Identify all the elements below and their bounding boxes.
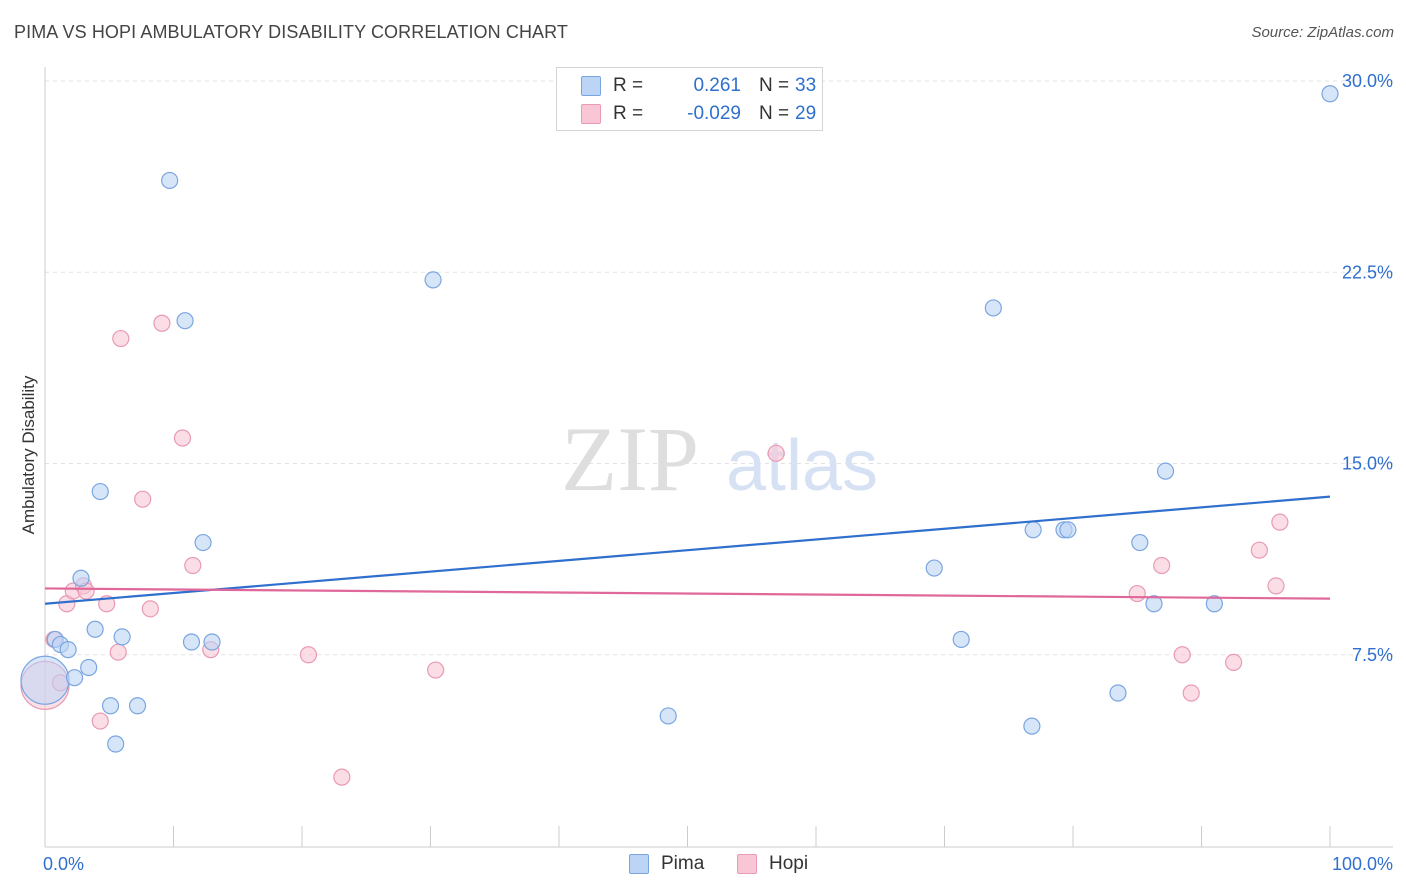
hopi-n-value: 29 bbox=[795, 103, 817, 124]
n-label: N = bbox=[759, 103, 790, 124]
hopi-trend-line bbox=[44, 587, 1331, 600]
pima-point bbox=[203, 633, 221, 651]
watermark-zip: ZIP bbox=[561, 408, 699, 510]
y-tick-label: 7.5% bbox=[1352, 645, 1393, 665]
hopi-point bbox=[1128, 584, 1146, 603]
axes bbox=[44, 67, 1393, 848]
pima-swatch bbox=[581, 76, 601, 96]
pima-n-value: 33 bbox=[795, 75, 817, 96]
pima-point bbox=[424, 271, 442, 289]
x-tick-label: 0.0% bbox=[43, 854, 84, 874]
pima-legend-label: Pima bbox=[661, 853, 705, 874]
pima-point bbox=[182, 633, 201, 651]
pima-point bbox=[194, 533, 212, 552]
tick-labels: 7.5% 15.0% 22.5% 30.0% 0.0% 100.0% bbox=[43, 71, 1393, 874]
y-axis-label: Ambulatory Disability bbox=[19, 375, 38, 534]
pima-r-value: 0.261 bbox=[693, 75, 741, 96]
pima-point bbox=[20, 655, 70, 705]
data-points bbox=[20, 85, 1339, 786]
stats-legend: R = 0.261 N = 33 R = -0.029 N = 29 bbox=[556, 67, 823, 131]
pima-point bbox=[1205, 595, 1223, 613]
hopi-point bbox=[333, 768, 351, 786]
hopi-point bbox=[767, 444, 785, 462]
pima-point bbox=[1145, 595, 1163, 613]
hopi-point bbox=[1271, 513, 1289, 531]
hopi-point bbox=[1250, 541, 1268, 559]
hopi-point bbox=[173, 429, 192, 447]
watermark: ZIP atlas bbox=[561, 408, 878, 510]
pima-point bbox=[161, 171, 179, 190]
pima-legend-swatch bbox=[629, 854, 649, 874]
grid-lines bbox=[45, 80, 1393, 656]
hopi-point bbox=[153, 314, 171, 332]
pima-point bbox=[1109, 684, 1127, 702]
pima-point bbox=[80, 658, 98, 677]
pima-point bbox=[59, 641, 77, 659]
pima-point bbox=[1059, 521, 1077, 539]
hopi-point bbox=[299, 646, 318, 664]
hopi-point bbox=[112, 329, 130, 348]
watermark-atlas: atlas bbox=[726, 426, 878, 506]
pima-point bbox=[984, 299, 1002, 317]
n-label: N = bbox=[759, 75, 790, 96]
pima-point bbox=[86, 620, 104, 638]
y-tick-label: 15.0% bbox=[1342, 454, 1393, 474]
trend-lines bbox=[44, 495, 1331, 605]
r-label: R = bbox=[613, 75, 644, 96]
y-tick-label: 22.5% bbox=[1342, 262, 1393, 282]
pima-point bbox=[107, 735, 125, 753]
pima-point bbox=[176, 312, 194, 330]
pima-point bbox=[113, 628, 131, 646]
hopi-legend-label: Hopi bbox=[769, 853, 809, 874]
pima-point bbox=[128, 697, 147, 715]
pima-point bbox=[1131, 533, 1149, 552]
hopi-point bbox=[91, 712, 109, 730]
hopi-point bbox=[1182, 684, 1200, 702]
pima-point bbox=[1023, 717, 1041, 735]
hopi-point bbox=[134, 490, 152, 508]
pima-point bbox=[91, 482, 109, 501]
hopi-point bbox=[1173, 646, 1191, 664]
pima-point bbox=[72, 569, 90, 587]
hopi-point bbox=[184, 556, 202, 575]
chart-title: PIMA VS HOPI AMBULATORY DISABILITY CORRE… bbox=[14, 22, 569, 42]
pima-point bbox=[659, 707, 677, 725]
r-label: R = bbox=[613, 103, 644, 124]
hopi-swatch bbox=[581, 104, 601, 124]
pima-point bbox=[1156, 462, 1175, 480]
pima-point bbox=[65, 669, 84, 687]
hopi-point bbox=[1153, 556, 1171, 575]
pima-point bbox=[1024, 521, 1042, 539]
hopi-point bbox=[109, 643, 127, 661]
pima-point bbox=[925, 559, 943, 577]
pima-point bbox=[1321, 85, 1339, 103]
pima-trend-line bbox=[44, 495, 1331, 605]
hopi-point bbox=[141, 600, 159, 618]
hopi-point bbox=[1267, 577, 1285, 595]
hopi-point bbox=[1225, 653, 1243, 672]
source-credit: Source: ZipAtlas.com bbox=[1251, 24, 1394, 41]
pima-point bbox=[952, 630, 970, 649]
y-tick-label: 30.0% bbox=[1342, 71, 1393, 91]
hopi-legend-swatch bbox=[737, 854, 757, 874]
hopi-point bbox=[427, 661, 445, 679]
x-tick-label: 100.0% bbox=[1332, 854, 1393, 874]
pima-point bbox=[101, 697, 120, 715]
hopi-r-value: -0.029 bbox=[687, 103, 741, 124]
